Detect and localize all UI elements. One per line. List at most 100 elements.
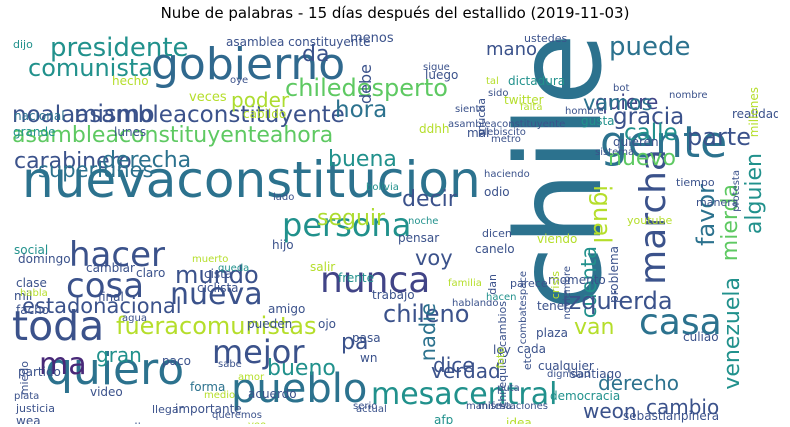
word-derecha: derecha [102,148,192,173]
word-crisis: crisis [549,271,562,300]
word-partido: partido [18,365,61,379]
word-wea: wea [16,414,41,424]
word-grande: grande [13,125,56,139]
word-frente: frente [338,271,374,285]
word-quiero: quiero [45,344,185,395]
word-combatespace: combatespace [518,271,529,345]
word-realidad: realidad [732,107,778,121]
word-culiao: culiao [683,330,719,344]
word-dice: dice [433,353,475,377]
word-vamos: vamos [583,91,653,115]
word-voy: voy [415,246,453,270]
word-puta: puta [497,383,520,394]
word-plata: plata [14,391,40,402]
word-amigo: amigo [268,302,306,316]
word-actual: actual [356,404,387,415]
word-familia: familia [448,278,482,289]
word-parece: parece [510,277,548,290]
word-sabe: sabe [218,359,242,370]
word-mano: mano [486,39,537,60]
word-comunista: comunista [28,54,153,82]
word-paco: paco [162,354,191,368]
word-asamblea-constituyente: asamblea constituyente [226,35,371,49]
word-dio: dio [130,422,148,424]
word-chiledesperto: chiledesperto [285,74,448,102]
word-pueden: pueden [247,317,293,331]
word-odio: odio [484,185,510,199]
word-social: social [14,243,49,257]
word-noviembre: noviembre [562,266,573,320]
word-bot: bot [613,83,630,94]
word-hacen: hacen [486,292,517,303]
word-medio: medio [204,390,236,401]
word-sebastianpinera: sebastianpinera [623,409,720,423]
word-noalaasambleaconstituyente: noalaasambleaconstituyente [12,102,345,128]
word-cabildo: cabildo [243,107,287,121]
word-cosa: cosa [66,266,145,306]
word-cambio: cambio [646,395,720,419]
word-hombre: hombre [565,106,604,117]
word-van: van [574,315,615,340]
word-quiere: quiere [595,90,659,114]
word-queda: queda [218,263,250,274]
word-menos: menos [350,31,394,46]
word-poder: poder [231,88,290,112]
word-nombre: nombre [669,90,708,101]
word-facho: facho [16,303,50,317]
word-noche: noche [408,216,439,227]
word-casa: casa [639,302,722,343]
word-superlunes: superlunes [38,158,154,182]
word-quieren: quieren [613,135,659,149]
word-twitter: twitter [504,93,544,107]
word-salir: salir [310,260,336,274]
word-weon: weon [583,399,637,423]
word-mejor: mejor [212,333,305,371]
word-claro: claro [136,266,166,280]
word-dictadura: dictadura [508,74,566,88]
word-importante: importante [175,402,242,416]
word-ddhh: ddhh [419,122,450,136]
word-cambiar: cambiar [86,261,135,275]
word-pensar: pensar [398,231,440,245]
word-mal: mal [467,126,490,140]
word-nunca: nunca [320,260,431,301]
page-title: Nube de palabras - 15 días después del e… [160,4,630,22]
word-momento: momento [548,273,606,287]
word-chileno: chileno [383,300,470,328]
word-presidente: presidente [50,33,189,63]
word-afp: afp [434,413,454,424]
word-wn: wn [360,351,378,365]
word-seguir: seguir [317,206,386,231]
word-hijo: hijo [272,238,294,252]
word-mil: mil [14,289,33,303]
word-gente: gente [600,117,728,168]
word-siento: siento [455,104,486,115]
word-millones: millones [747,87,761,138]
word-amor: amor [238,372,265,383]
word-dijo: dijo [13,38,33,51]
word-metro: metro [491,134,521,145]
word-serio: serio [353,401,378,412]
word-tal: tal [486,76,499,87]
word-nuevaconstitucion: nuevaconstitucion [22,151,481,209]
word-cada: cada [517,342,546,356]
word-ojo: ojo [318,317,337,331]
word-derecho: derecho [598,371,679,395]
word-sido: sido [488,88,509,99]
word-justicia: justicia [16,402,55,415]
word-toda: toda [12,302,105,350]
word-dicen: dicen [482,227,512,240]
word-sigue: sigue [423,62,450,73]
word-oye: oye [230,75,249,86]
word-domingo: domingo [18,252,71,266]
word-ustedes: ustedes [524,32,568,45]
word-favor: favor [692,184,720,246]
word-haciendo: haciendo [484,169,530,180]
word-protesta: protesta [731,170,742,212]
word-forma: forma [190,380,226,394]
word-llegar: llegar [152,403,184,416]
word-estadonacional: estadonacional [22,294,182,318]
word-igual: igual [588,185,616,244]
word-plebiscito: plebiscito [478,127,526,138]
word-lado: lado [273,192,295,203]
